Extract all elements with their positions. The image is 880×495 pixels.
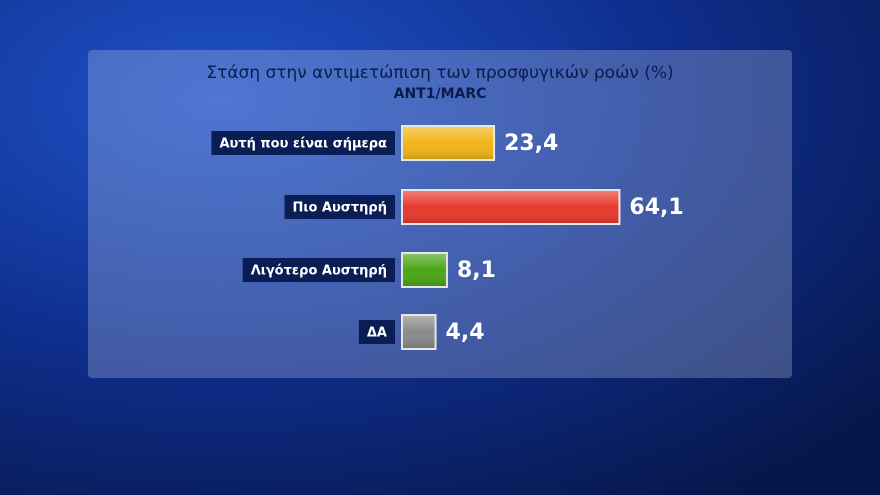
value-label: 4,4	[446, 320, 485, 345]
value-label: 64,1	[629, 195, 683, 220]
category-label: Πιο Αυστηρή	[293, 201, 387, 216]
category-label: Αυτή που είναι σήμερα	[219, 137, 387, 152]
chart-title: Στάση στην αντιμετώπιση των προσφυγικών …	[206, 63, 673, 83]
category-box	[284, 195, 395, 219]
category-box	[242, 258, 395, 282]
chart-subtitle: ANT1/MARC	[394, 86, 487, 102]
value-label: 8,1	[457, 258, 496, 283]
category-label: Λιγότερο Αυστηρή	[251, 264, 387, 279]
category-box	[211, 131, 395, 155]
bar-shine	[403, 316, 435, 348]
category-box	[358, 320, 395, 344]
bar-shine	[403, 191, 619, 223]
category-label: ΔΑ	[367, 326, 387, 341]
value-label: 23,4	[504, 131, 558, 156]
bar-shine	[403, 254, 446, 286]
bar-shine	[403, 127, 494, 159]
